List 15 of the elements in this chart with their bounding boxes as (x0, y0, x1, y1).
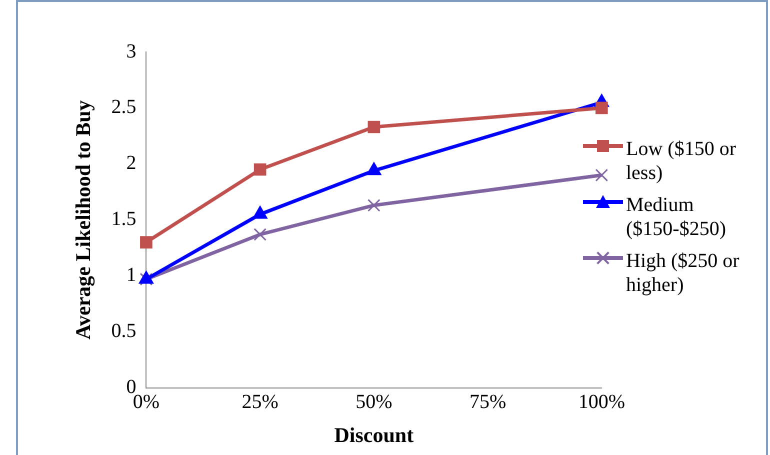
legend-label: Low ($150 or less) (626, 137, 737, 185)
y-tick-label: 1 (126, 264, 136, 286)
x-tick-label: 50% (356, 391, 392, 414)
legend-label: High ($250 or higher) (626, 249, 740, 297)
y-tick-label: 2.5 (111, 96, 136, 118)
y-tick-label: 3 (126, 40, 136, 62)
y-tick-label: 2 (126, 152, 136, 174)
y-tick-label: 1.5 (111, 208, 136, 230)
legend-label: Medium ($150-$250) (626, 193, 727, 241)
x-tick-label: 25% (242, 391, 278, 414)
y-tick-label: 0.5 (111, 320, 136, 342)
x-axis-title: Discount (334, 422, 414, 447)
y-axis-title: Average Likelihood to Buy (71, 100, 96, 340)
x-tick-label: 75% (469, 391, 506, 414)
x-tick-label: 100% (578, 391, 626, 414)
